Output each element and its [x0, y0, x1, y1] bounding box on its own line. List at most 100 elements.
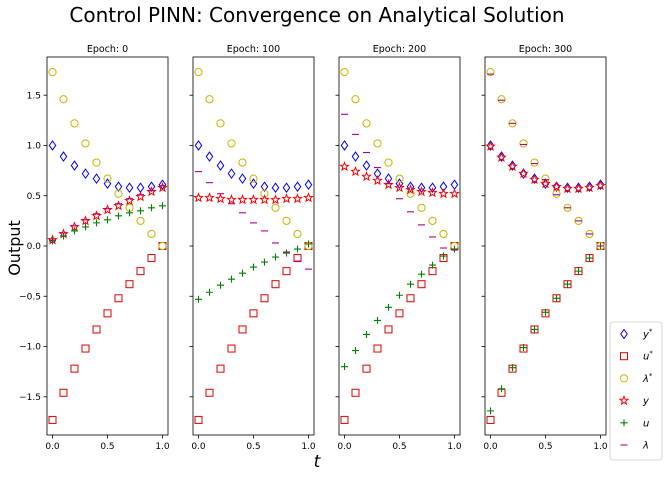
point-lam-star	[497, 95, 506, 104]
legend-item-lam-star: λ*	[619, 372, 653, 385]
point-y	[573, 183, 584, 194]
series-y	[485, 140, 606, 194]
legend-label-base: u	[643, 352, 649, 363]
point-y	[215, 193, 226, 204]
point-lam-star	[205, 95, 214, 104]
point-y-star	[249, 178, 258, 190]
figure-title: Control PINN: Convergence on Analytical …	[69, 3, 564, 27]
panel-epoch-2: Epoch: 200 0.0 0.5 1.0	[335, 44, 462, 452]
point-y-star	[194, 140, 203, 151]
point-u	[440, 252, 447, 260]
point-y	[259, 194, 270, 205]
point-lam-star	[249, 174, 258, 183]
point-y	[405, 184, 416, 195]
point-u-star	[103, 309, 112, 318]
series-lam	[49, 185, 166, 241]
point-u	[520, 344, 527, 352]
point-u	[137, 207, 144, 215]
x-tick-label: 0.0	[45, 442, 60, 452]
point-u	[126, 209, 133, 217]
point-lam-star	[552, 189, 561, 198]
point-y	[135, 191, 146, 202]
point-y-star	[81, 168, 90, 179]
panel-epoch-1: Epoch: 100 0.0 0.5 1.0	[189, 44, 316, 452]
point-u	[82, 223, 89, 231]
point-u	[418, 270, 425, 278]
point-lam-star	[293, 229, 302, 239]
point-y	[372, 175, 383, 186]
point-u	[261, 258, 268, 266]
point-u-star	[216, 364, 225, 373]
legend-marker	[620, 419, 628, 427]
point-y	[113, 200, 124, 211]
point-y-star	[362, 160, 371, 171]
point-u	[195, 295, 202, 303]
point-u	[487, 407, 494, 415]
point-lam-star	[282, 216, 291, 225]
point-y-star	[205, 151, 214, 162]
point-u-star	[340, 415, 349, 424]
legend-item-u: u	[620, 418, 649, 429]
point-u	[115, 212, 122, 220]
point-y	[507, 160, 518, 172]
point-y	[449, 188, 460, 199]
point-u-star	[48, 415, 57, 424]
point-lam-star	[439, 229, 448, 239]
point-u-star	[249, 309, 258, 318]
y-tick-label: 0.0	[27, 242, 42, 252]
point-u	[586, 254, 593, 262]
point-y	[595, 180, 606, 191]
point-u	[542, 308, 549, 316]
series-u-star	[48, 242, 167, 424]
point-y-star	[530, 173, 539, 185]
legend-label-base: λ	[642, 374, 649, 385]
point-y-star	[125, 182, 134, 194]
point-y-star	[508, 160, 517, 171]
point-lam-star	[541, 174, 550, 183]
x-tick-label: 0.0	[483, 442, 498, 452]
point-u	[60, 232, 67, 240]
point-u	[451, 245, 458, 253]
point-y	[91, 210, 102, 221]
point-u-star	[114, 294, 123, 303]
point-y	[416, 186, 427, 197]
point-y-star	[216, 160, 225, 171]
point-y	[193, 192, 204, 203]
series-u-star	[340, 242, 459, 424]
point-y	[80, 215, 91, 226]
point-y-star	[260, 181, 269, 193]
legend: y*u*λ*yuλ	[609, 321, 663, 461]
point-lam-star	[59, 95, 68, 104]
point-lam-star	[530, 158, 539, 167]
point-y	[339, 160, 350, 172]
point-u	[305, 240, 312, 248]
point-u	[374, 316, 381, 324]
point-u	[206, 288, 213, 296]
point-lam-star	[585, 229, 594, 239]
point-y-star	[373, 168, 382, 179]
point-u-star	[417, 280, 426, 289]
x-axis-label: t	[314, 452, 322, 472]
point-lam-star	[362, 119, 371, 128]
point-y-star	[59, 151, 68, 162]
point-lam-star	[563, 203, 572, 212]
point-u-star	[92, 325, 101, 334]
point-y-star	[227, 168, 236, 179]
point-u	[71, 227, 78, 235]
point-u-star	[70, 364, 79, 373]
legend-label-base: u	[643, 418, 649, 429]
point-y	[102, 204, 113, 215]
y-axis-label: Output	[5, 220, 24, 276]
point-u-star	[147, 254, 156, 263]
point-u-star	[428, 267, 437, 276]
point-y-star	[103, 178, 112, 190]
point-u-star	[81, 344, 90, 353]
point-lam-star	[70, 119, 79, 128]
legend-label-base: λ	[642, 441, 649, 452]
point-y-star	[585, 181, 594, 193]
point-y-star	[574, 182, 583, 194]
point-lam-star	[147, 229, 156, 239]
point-y-star	[596, 179, 605, 191]
x-tick-label: 1.0	[593, 442, 608, 452]
